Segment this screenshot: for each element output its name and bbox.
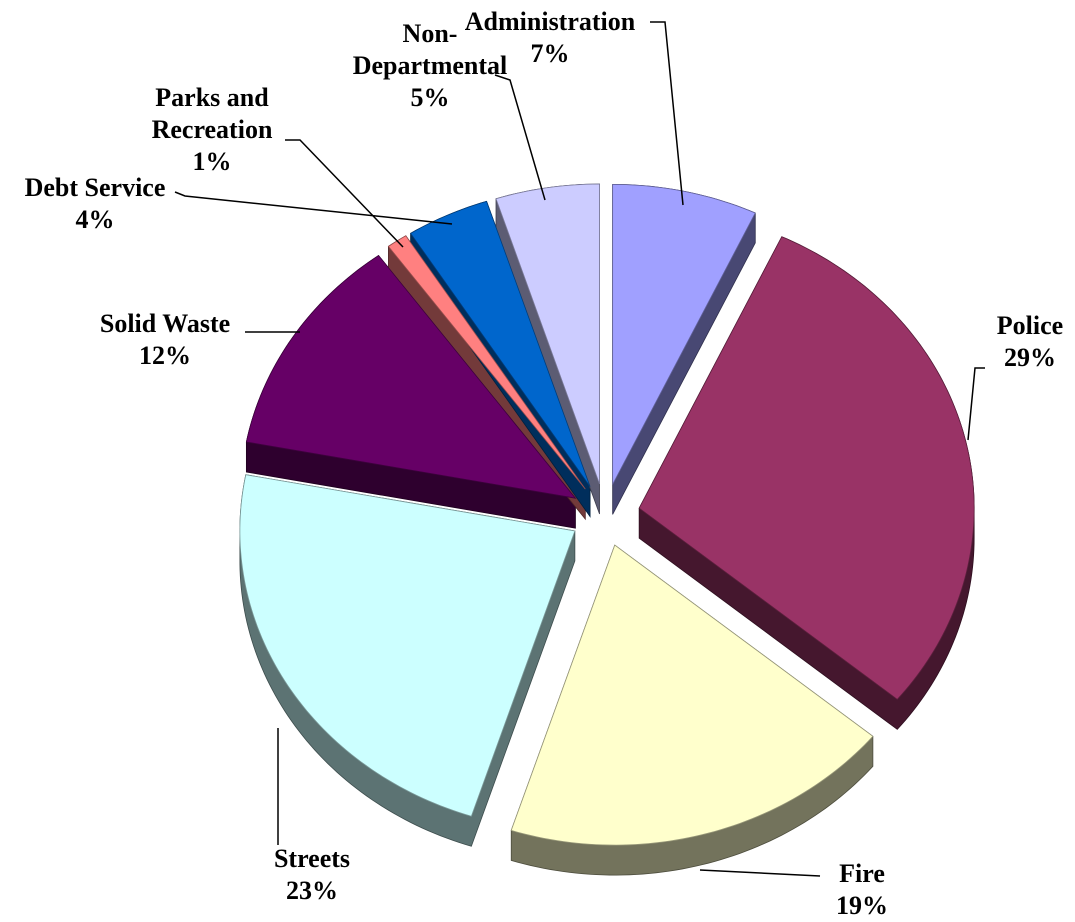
slice (239, 474, 576, 817)
value-label: 4% (75, 205, 115, 234)
leader-line (174, 191, 453, 225)
leader-line (967, 367, 985, 441)
category-name: Administration (464, 7, 636, 36)
slice-label: Parks and Recreation 1% (127, 82, 297, 178)
slice (510, 544, 874, 846)
value-label: 29% (1004, 343, 1056, 372)
value-label: 5% (410, 83, 450, 112)
value-label: 12% (139, 341, 191, 370)
leader-line (285, 139, 404, 248)
slice-label: Administration 7% (440, 6, 660, 70)
leader-line (699, 869, 821, 877)
slice (245, 254, 577, 499)
category-name: Parks and Recreation (151, 83, 273, 144)
value-label: 7% (530, 39, 570, 68)
leader-line (494, 74, 546, 201)
slice-label: Non-Departmental 5% (340, 18, 520, 114)
category-name: Non-Departmental (352, 19, 508, 80)
slice-label: Solid Waste 12% (70, 308, 260, 372)
value-label: 1% (192, 147, 232, 176)
slice-label: Streets 23% (252, 843, 372, 907)
leader-line (650, 21, 684, 206)
slice-label: Police 29% (975, 310, 1075, 374)
category-name: Police (996, 311, 1064, 340)
slice (495, 183, 600, 485)
category-name: Solid Waste (99, 309, 231, 338)
category-name: Debt Service (24, 173, 166, 202)
slice (410, 200, 591, 487)
value-label: 23% (286, 876, 338, 905)
slice-label: Fire 19% (807, 858, 917, 922)
slice (612, 184, 756, 485)
value-label: 19% (836, 891, 888, 920)
slice-label: Debt Service 4% (0, 172, 190, 236)
category-name: Fire (839, 859, 885, 888)
category-name: Streets (273, 844, 351, 873)
slice (638, 236, 975, 700)
